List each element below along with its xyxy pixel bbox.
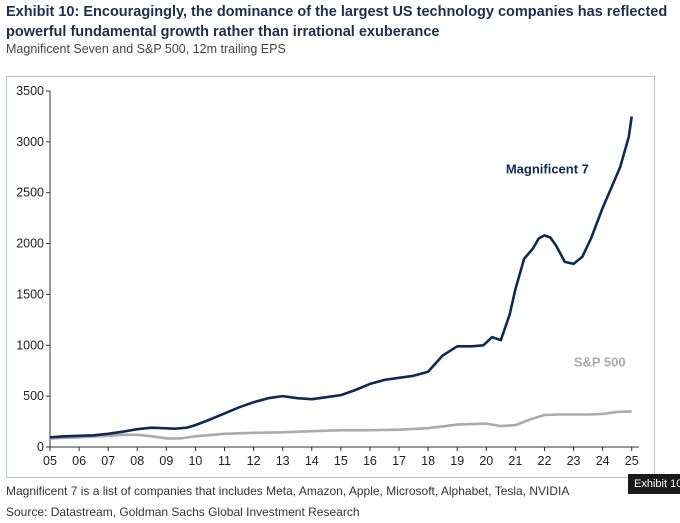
mag7-series-line bbox=[49, 116, 633, 439]
x-tick-label: 08 bbox=[130, 454, 144, 468]
chart-subtitle: Magnificent Seven and S&P 500, 12m trail… bbox=[6, 42, 286, 56]
y-tick-label: 2500 bbox=[16, 186, 44, 200]
x-tick-label: 17 bbox=[392, 454, 406, 468]
source-note: Source: Datastream, Goldman Sachs Global… bbox=[6, 505, 360, 519]
x-tick-label: 21 bbox=[508, 454, 522, 468]
x-tick-label: 15 bbox=[334, 454, 348, 468]
y-tick-label: 1000 bbox=[16, 338, 44, 352]
x-tick-label: 25 bbox=[625, 454, 639, 468]
x-tick-label: 06 bbox=[72, 454, 86, 468]
x-tick-label: 20 bbox=[479, 454, 493, 468]
x-tick-label: 13 bbox=[276, 454, 290, 468]
x-tick-label: 18 bbox=[421, 454, 435, 468]
x-tick-label: 14 bbox=[305, 454, 319, 468]
sp500-series-label: S&P 500 bbox=[574, 355, 626, 370]
y-tick-label: 500 bbox=[23, 389, 44, 403]
chart-frame: 0 500 1000 1500 2000 2500 3000 3500 05 06 07 08 09 10… bbox=[6, 76, 655, 478]
x-tick-label: 12 bbox=[247, 454, 261, 468]
y-tick-label: 2000 bbox=[16, 237, 44, 251]
x-tick-label: 05 bbox=[43, 454, 57, 468]
x-tick-label: 19 bbox=[450, 454, 464, 468]
x-tick-label: 07 bbox=[101, 454, 115, 468]
x-tick-label: 09 bbox=[159, 454, 173, 468]
x-tick-label: 11 bbox=[218, 454, 231, 468]
x-tick-label: 10 bbox=[188, 454, 202, 468]
exhibit-tooltip: Exhibit 10 bbox=[628, 474, 680, 494]
y-tick-label: 3000 bbox=[16, 135, 44, 149]
x-tick-label: 24 bbox=[596, 454, 610, 468]
chart-title: Exhibit 10: Encouragingly, the dominance… bbox=[6, 4, 668, 40]
footnote: Magnificent 7 is a list of companies tha… bbox=[6, 484, 570, 498]
y-tick-label: 0 bbox=[37, 440, 44, 454]
sp500-series-line bbox=[49, 410, 632, 440]
mag7-series-label: Magnificent 7 bbox=[506, 161, 589, 176]
y-tick-label: 3500 bbox=[16, 84, 44, 98]
x-tick-label: 23 bbox=[567, 454, 581, 468]
y-tick-label: 1500 bbox=[16, 287, 44, 301]
x-tick-label: 22 bbox=[538, 454, 552, 468]
x-tick-label: 16 bbox=[363, 454, 377, 468]
eps-line-chart: 0 500 1000 1500 2000 2500 3000 3500 05 06 07 08 09 10… bbox=[16, 84, 639, 468]
